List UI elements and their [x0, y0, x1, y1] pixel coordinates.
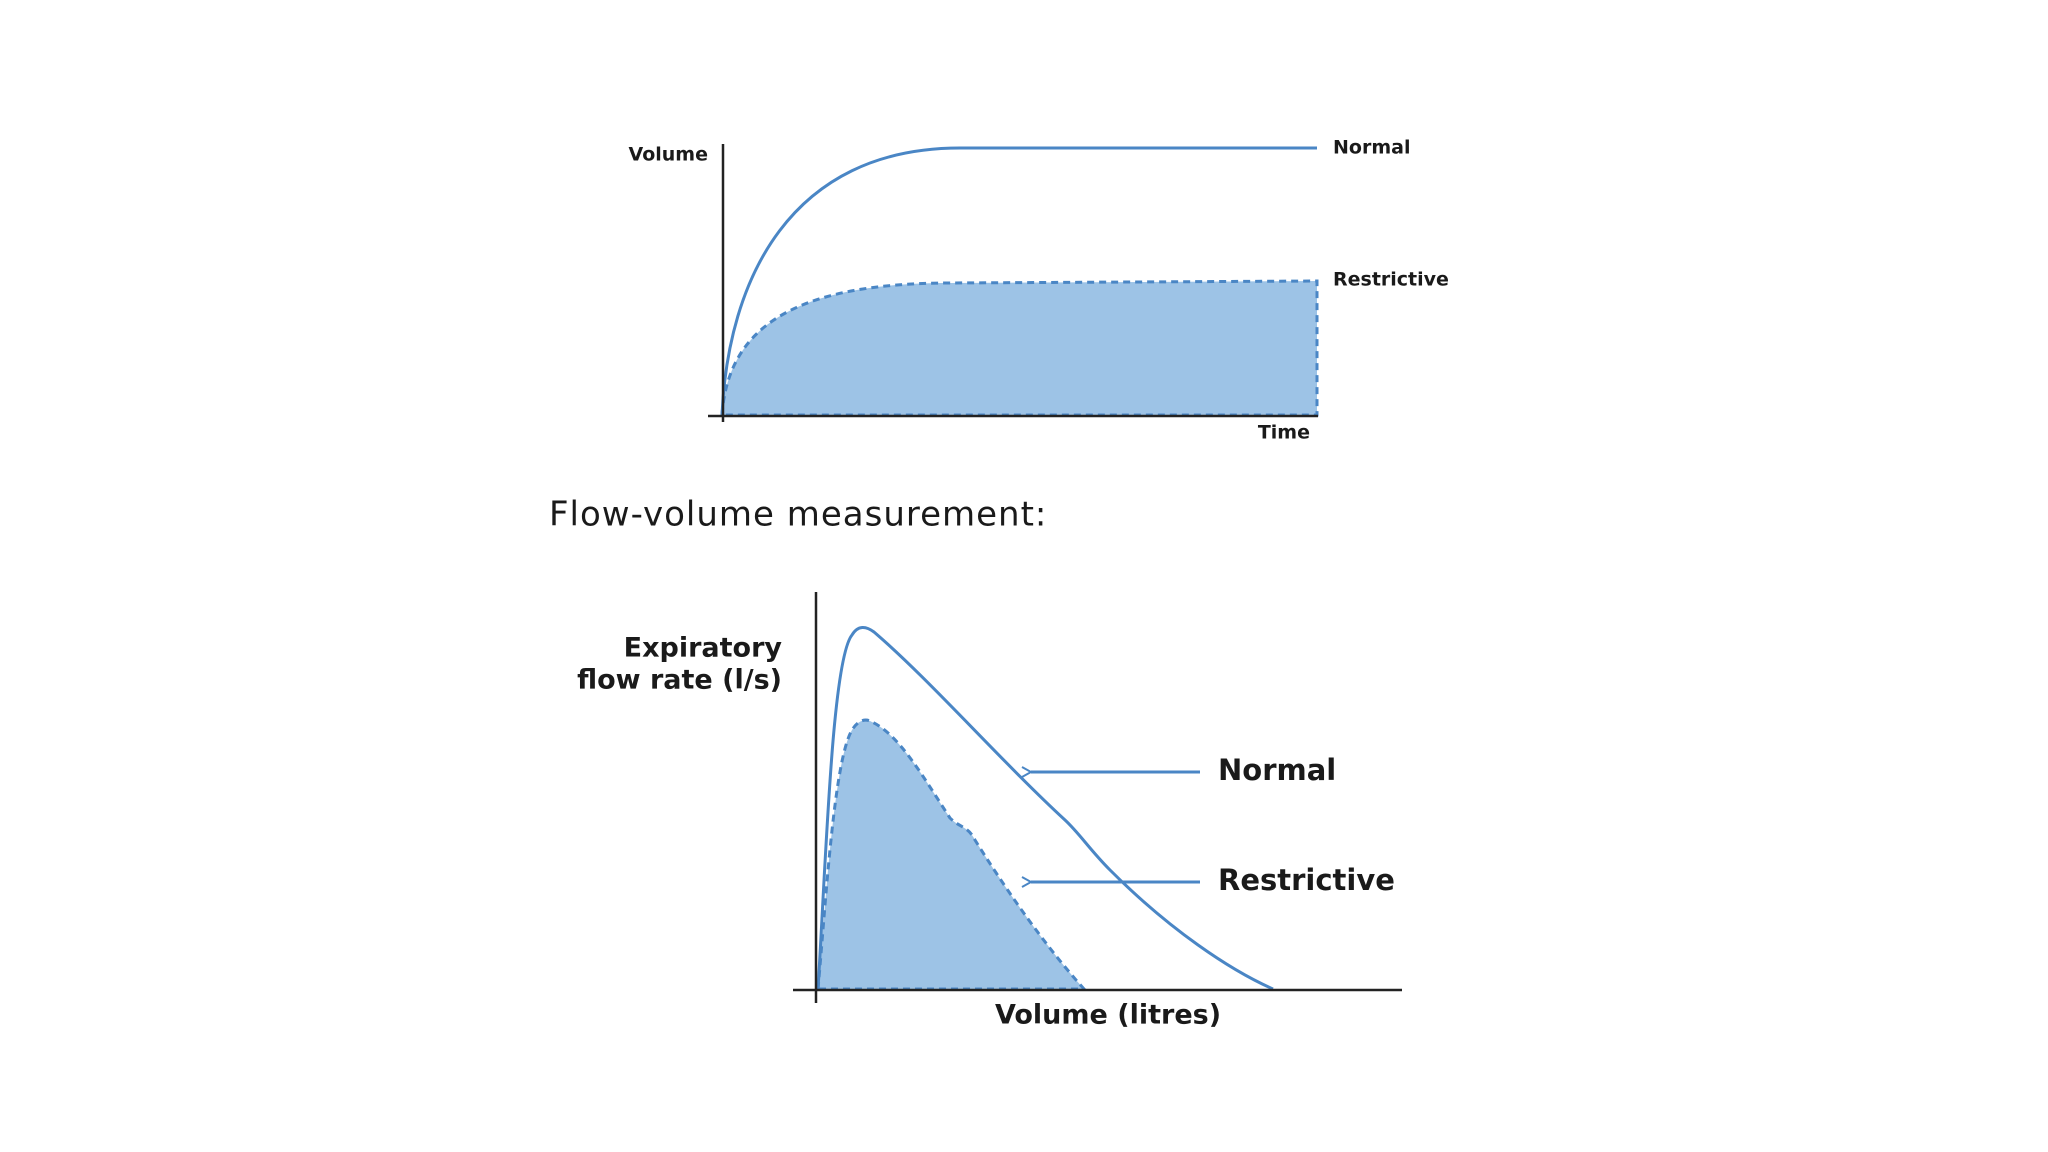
x-label: Volume (litres) [995, 1000, 1221, 1031]
curve-label: Restrictive [1218, 863, 1395, 897]
normal-curve [816, 626, 1274, 991]
normal-curve [720, 146, 1317, 416]
y-label: Expiratory [624, 633, 783, 664]
flow-volume-chart: Expiratory flow rate (l/s) Volume (litre… [577, 592, 1402, 1031]
volume-time-chart: Volume Time Normal Restrictive [629, 137, 1449, 444]
curve-label: Normal [1218, 753, 1336, 787]
y-label: flow rate (l/s) [577, 665, 782, 696]
x-label: Time [1258, 422, 1310, 444]
restrictive-area [720, 279, 1319, 417]
y-label: Volume [629, 144, 708, 166]
curve-label: Restrictive [1333, 269, 1449, 291]
section-heading: Flow-volume measurement: [549, 495, 1047, 535]
curve-label: Normal [1333, 137, 1410, 159]
restrictive-area [816, 718, 1088, 991]
